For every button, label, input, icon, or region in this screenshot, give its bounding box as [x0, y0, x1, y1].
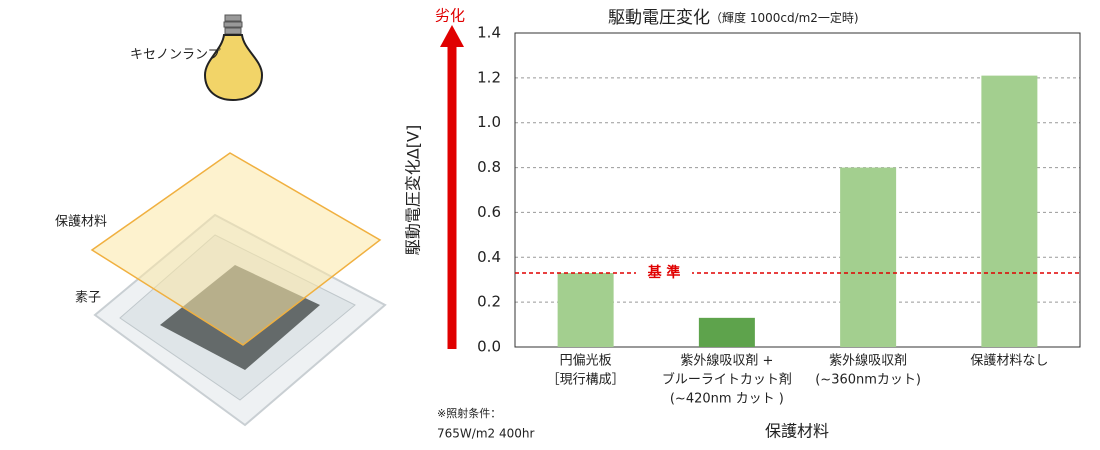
bar — [698, 317, 755, 347]
degrade-arrow-head — [440, 25, 464, 47]
plot-frame — [514, 32, 1081, 348]
bar — [981, 75, 1038, 347]
y-tick-label: 0.8 — [477, 158, 501, 176]
arrow-label: 劣化 — [435, 7, 465, 25]
bar — [840, 167, 897, 347]
x-tick-label: (~360nmカット) — [815, 373, 921, 388]
y-tick-label: 1.0 — [477, 113, 501, 131]
reference-label: 基 準 — [648, 264, 681, 281]
subtitle: （輝度 1000cd/m2一定時) — [710, 10, 859, 25]
x-tick-label: 紫外線吸収剤 — [829, 353, 907, 369]
x-tick-label: (~420nm カット ) — [670, 392, 784, 407]
reference-label-bg — [636, 262, 692, 283]
y-tick-label: 0.6 — [477, 203, 501, 221]
bar — [557, 272, 614, 347]
y-axis-label: 駆動電圧変化Δ[V] — [404, 125, 423, 255]
note-line: ※照射条件： — [437, 406, 501, 420]
lamp-bulb — [203, 34, 264, 102]
lamp-base — [223, 14, 243, 35]
y-tick-label: 1.2 — [477, 68, 501, 86]
x-tick-label: 円偏光板 — [560, 354, 612, 369]
y-tick-label: 0.4 — [477, 248, 501, 266]
illustration: キセノンランプ 保護材料 素子 — [55, 14, 387, 427]
x-tick-label: ブルーライトカット剤 — [662, 372, 792, 388]
cover-label: 保護材料 — [55, 214, 107, 230]
x-axis-label: 保護材料 — [765, 422, 829, 441]
title: 駆動電圧変化 — [608, 8, 710, 28]
lamp-label: キセノンランプ — [130, 48, 221, 63]
note-line: 765W/m2 400hr — [437, 427, 534, 441]
x-tick-label: 保護材料なし — [970, 353, 1048, 369]
device-label: 素子 — [75, 291, 101, 306]
y-tick-label: 1.4 — [477, 24, 501, 42]
x-tick-label: 紫外線吸収剤 + — [680, 353, 773, 369]
chart-title: 駆動電圧変化（輝度 1000cd/m2一定時) — [608, 8, 859, 28]
x-tick-label: ［現行構成］ — [547, 373, 625, 388]
y-tick-label: 0.2 — [477, 293, 501, 311]
y-tick-label: 0.0 — [477, 338, 501, 356]
cover-sheet — [90, 152, 382, 346]
